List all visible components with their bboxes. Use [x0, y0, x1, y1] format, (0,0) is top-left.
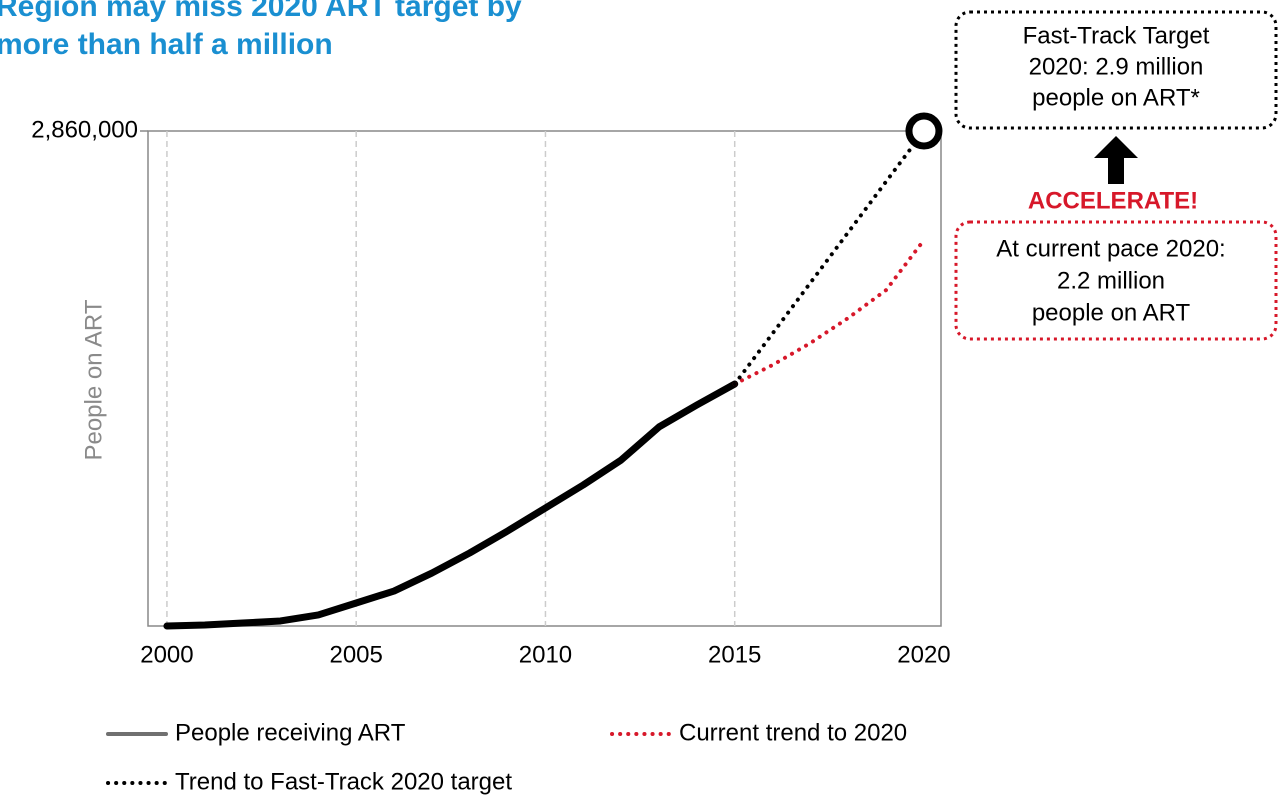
annotation: 2020: 2.9 million [1029, 53, 1204, 80]
chart-title: Region may miss 2020 ART target by [0, 0, 522, 23]
series-line [732, 238, 926, 387]
annotation: 2.2 million [1057, 267, 1165, 294]
x-tick-label: 2000 [140, 641, 193, 668]
x-tick-label: 2005 [329, 641, 382, 668]
chart-title: more than half a million [0, 28, 333, 61]
target-box [954, 10, 1278, 130]
series-line [163, 380, 739, 630]
annotation: At current pace 2020: [996, 235, 1225, 262]
annotation: people on ART* [1032, 84, 1200, 111]
legend-label: Current trend to 2020 [679, 719, 907, 746]
y-tick-label: 2,860,000 [31, 116, 138, 143]
y-axis-label: People on ART [80, 299, 107, 460]
plot-frame [147, 130, 942, 627]
legend-label: Trend to Fast-Track 2020 target [175, 768, 512, 795]
series-line [732, 129, 926, 387]
x-tick-label: 2020 [897, 641, 950, 668]
annotation: people on ART [1032, 299, 1191, 326]
annotation: Fast-Track Target [1023, 22, 1210, 49]
annotation: ACCELERATE! [1028, 187, 1198, 214]
current-box [954, 220, 1278, 341]
legend-label: People receiving ART [175, 719, 406, 746]
arrow [1094, 136, 1138, 184]
target-marker [905, 112, 943, 150]
x-tick-label: 2015 [708, 641, 761, 668]
x-tick-label: 2010 [519, 641, 572, 668]
